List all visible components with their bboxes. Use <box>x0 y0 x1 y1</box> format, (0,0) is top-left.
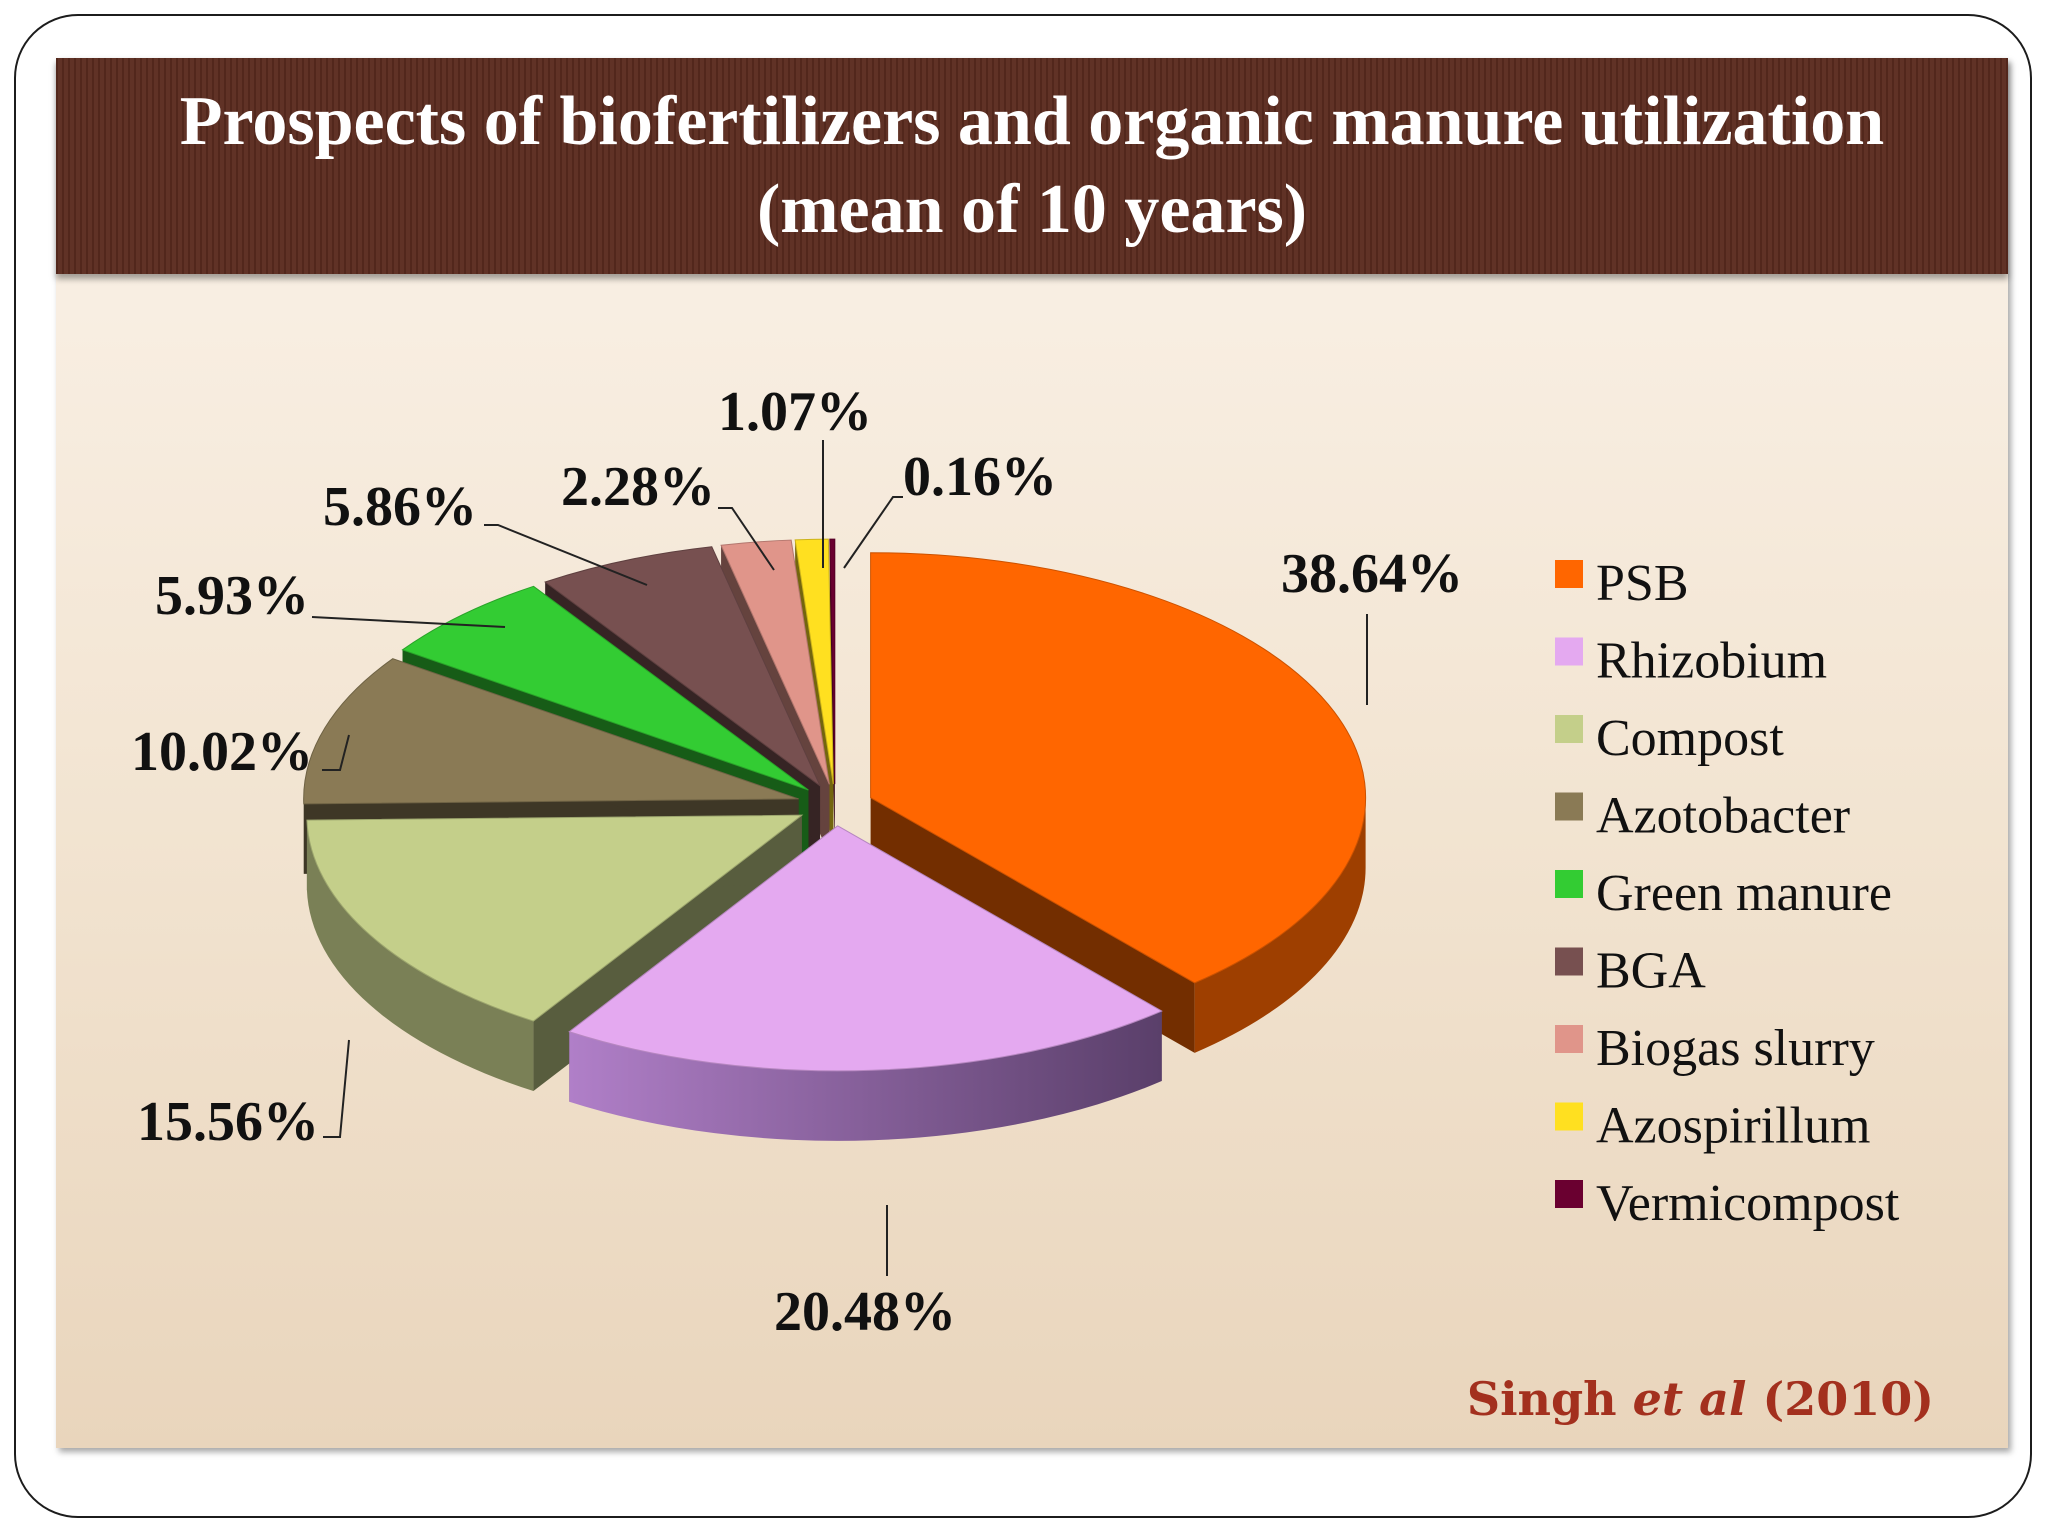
legend-swatch-azotobacter <box>1555 792 1583 821</box>
slide-title-line-2: (mean of 10 years) <box>756 171 1308 248</box>
legend-swatch-azospirillum <box>1555 1102 1583 1131</box>
pie-slice-psb <box>870 552 1367 984</box>
legend-label-compost: Compost <box>1596 710 1784 767</box>
legend-label-bga: BGA <box>1596 943 1706 1000</box>
pie-rim-rhizobium <box>569 1011 1162 1141</box>
legend-label-psb: PSB <box>1596 555 1689 612</box>
data-label-bga: 5.86% <box>323 476 477 538</box>
legend-swatch-rhizobium <box>1555 637 1583 666</box>
legend-label-biogas-slurry: Biogas slurry <box>1596 1020 1875 1077</box>
pie-top-faces <box>303 538 1367 1072</box>
slide-title-line-1: Prospects of biofertilizers and organic … <box>179 83 1885 160</box>
citation-year: (2010) <box>1762 1372 1934 1426</box>
pie-rim-psb <box>1194 797 1366 1053</box>
legend-label-azotobacter: Azotobacter <box>1596 788 1850 845</box>
data-label-vermicompost: 0.16% <box>903 446 1057 508</box>
legend-label-rhizobium: Rhizobium <box>1596 633 1827 690</box>
citation-author: Singh <box>1466 1372 1617 1426</box>
data-label-green-manure: 5.93% <box>155 565 309 627</box>
title-bar: Prospects of biofertilizers and organic … <box>56 58 2008 274</box>
leader-line-bga <box>484 524 648 586</box>
leader-line-biogas-slurry <box>718 507 775 571</box>
pie-slice-compost <box>306 814 804 1022</box>
legend-swatch-green-manure <box>1555 870 1583 898</box>
legend-swatch-psb <box>1555 560 1583 588</box>
data-label-azotobacter: 10.02% <box>131 721 313 783</box>
leader-line-azotobacter <box>322 734 350 771</box>
legend-swatch-vermicompost <box>1555 1180 1583 1208</box>
leader-line-compost <box>323 1039 350 1138</box>
citation-et-al: et al <box>1632 1372 1747 1426</box>
pie-slice-azotobacter <box>303 658 799 805</box>
pie-slice-bga <box>544 546 822 788</box>
pie-rim-compost <box>306 820 534 1092</box>
data-label-rhizobium: 20.48% <box>774 1281 956 1343</box>
legend-swatch-compost <box>1555 715 1583 743</box>
legend-swatch-biogas-slurry <box>1555 1025 1583 1053</box>
citation: Singh et al (2010) <box>1467 1372 1934 1426</box>
leader-line-green-manure <box>311 616 506 628</box>
data-label-psb: 38.64% <box>1281 543 1463 605</box>
legend-swatch-bga <box>1555 947 1583 976</box>
data-label-azospirillum: 1.07% <box>718 381 872 443</box>
data-label-biogas-slurry: 2.28% <box>561 456 715 518</box>
legend-label-vermicompost: Vermicompost <box>1596 1175 1900 1232</box>
pie-slice-green-manure <box>401 585 809 791</box>
data-label-compost: 15.56% <box>137 1091 319 1153</box>
legend-label-green-manure: Green manure <box>1596 865 1892 922</box>
pie-slice-vermicompost <box>829 538 836 785</box>
chart-legend: PSB Rhizobium Compost Azotobacter Green manu… <box>1555 555 1900 1232</box>
pie-value-labels: 38.64% 20.48% 15.56% 10.02% 5.93%5.86% 2.28%1… <box>131 381 1463 1343</box>
pie-leader-lines <box>311 440 1368 1276</box>
pie-slice-rhizobium <box>568 825 1163 1072</box>
legend-label-azospirillum: Azospirillum <box>1596 1098 1870 1155</box>
pie-slice-azospirillum <box>794 538 834 785</box>
leader-line-vermicompost <box>843 496 903 569</box>
